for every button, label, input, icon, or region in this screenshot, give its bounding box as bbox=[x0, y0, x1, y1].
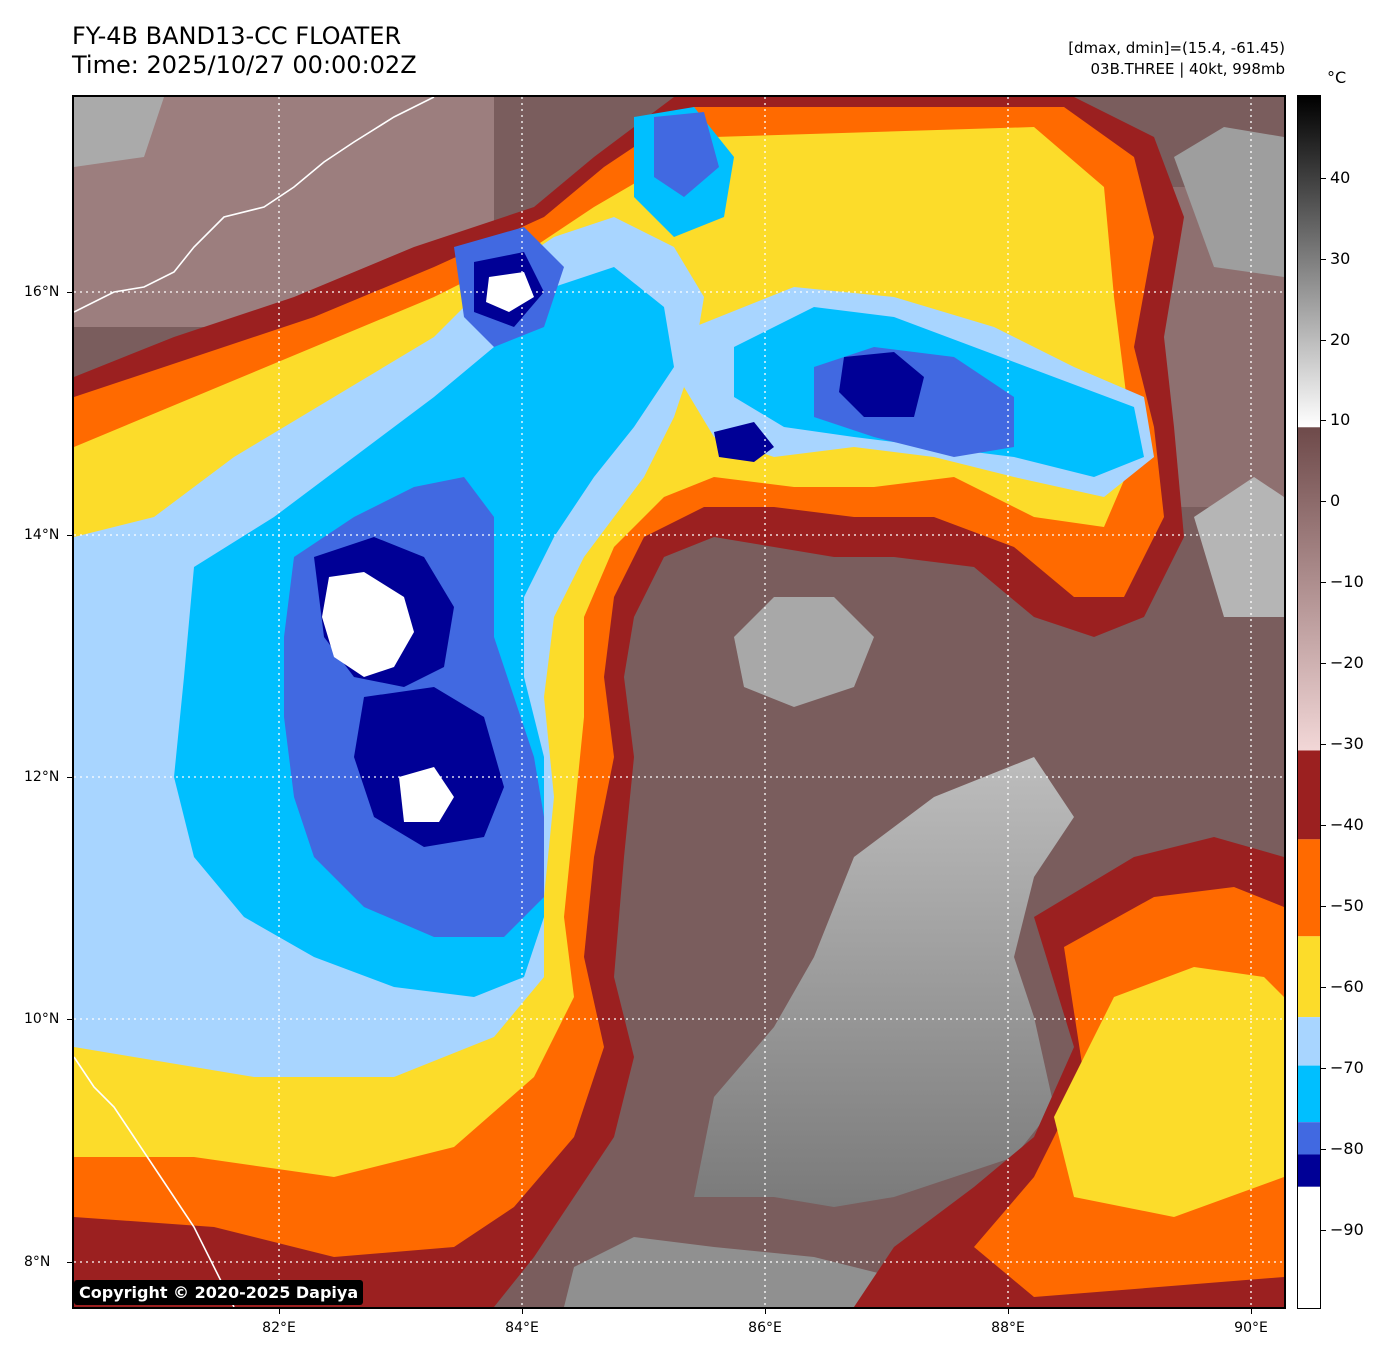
cb-tickmark bbox=[1321, 1068, 1326, 1069]
cb-tickmark bbox=[1321, 825, 1326, 826]
cloud-royal-blue-top bbox=[654, 112, 719, 197]
colorbar-segment bbox=[1298, 96, 1320, 428]
lat-label: 14°N bbox=[24, 527, 60, 543]
cb-tick-label: −40 bbox=[1330, 815, 1364, 834]
cb-tickmark bbox=[1321, 501, 1326, 502]
lon-label: 88°E bbox=[991, 1320, 1025, 1336]
cb-tickmark bbox=[1321, 906, 1326, 907]
cb-tickmark bbox=[1321, 1149, 1326, 1150]
cb-tick-label: 30 bbox=[1330, 249, 1351, 268]
colorbar-segment bbox=[1298, 427, 1320, 751]
cb-tickmark bbox=[1321, 259, 1326, 260]
colorbar-segment bbox=[1298, 1065, 1320, 1123]
colorbar-segment bbox=[1298, 936, 1320, 1018]
colorbar-segment bbox=[1298, 1154, 1320, 1187]
cb-tick-label: 20 bbox=[1330, 330, 1351, 349]
lon-tick bbox=[765, 1309, 766, 1314]
timestamp-title: Time: 2025/10/27 00:00:02Z bbox=[72, 51, 417, 79]
cb-tickmark bbox=[1321, 987, 1326, 988]
lon-tick bbox=[279, 1309, 280, 1314]
clear-sky-center bbox=[734, 597, 874, 707]
colorbar-segment bbox=[1298, 1017, 1320, 1066]
cb-tickmark bbox=[1321, 420, 1326, 421]
colorbar-segment bbox=[1298, 750, 1320, 840]
cb-tickmark bbox=[1321, 1230, 1326, 1231]
lat-label: 10°N bbox=[24, 1011, 60, 1027]
clear-sky-ne bbox=[1174, 127, 1284, 277]
lat-tick bbox=[67, 777, 72, 778]
cb-tick-label: −90 bbox=[1330, 1220, 1364, 1239]
lon-label: 86°E bbox=[748, 1320, 782, 1336]
clear-sky-nw bbox=[74, 97, 164, 167]
cb-tickmark bbox=[1321, 340, 1326, 341]
coastline-south bbox=[74, 1056, 235, 1307]
dmax-dmin-info: [dmax, dmin]=(15.4, -61.45) bbox=[1068, 39, 1285, 57]
colorbar-segment bbox=[1298, 839, 1320, 937]
lat-label: 8°N bbox=[24, 1254, 51, 1270]
clear-sky-bottom bbox=[564, 1237, 894, 1307]
lon-tick bbox=[1251, 1309, 1252, 1314]
cloud-white-core1 bbox=[322, 572, 414, 677]
cloud-navy-mid bbox=[714, 422, 774, 462]
lon-label: 84°E bbox=[505, 1320, 539, 1336]
cb-tick-label: −60 bbox=[1330, 977, 1364, 996]
cb-tick-label: −10 bbox=[1330, 572, 1364, 591]
cb-tick-label: −30 bbox=[1330, 734, 1364, 753]
copyright-label: Copyright © 2020-2025 Dapiya bbox=[74, 1280, 364, 1305]
lat-tick bbox=[67, 1262, 72, 1263]
lat-tick bbox=[67, 292, 72, 293]
graticule bbox=[74, 97, 1284, 1307]
cb-tick-label: −80 bbox=[1330, 1139, 1364, 1158]
lat-label: 16°N bbox=[24, 284, 60, 300]
cloud-white-core2 bbox=[399, 767, 454, 822]
lon-label: 82°E bbox=[262, 1320, 296, 1336]
cb-tick-label: 40 bbox=[1330, 168, 1351, 187]
cb-tick-label: −50 bbox=[1330, 896, 1364, 915]
cb-tickmark bbox=[1321, 663, 1326, 664]
lat-tick bbox=[67, 535, 72, 536]
satellite-imagery bbox=[74, 97, 1284, 1307]
coastline-north bbox=[74, 97, 435, 313]
lat-tick bbox=[67, 1019, 72, 1020]
cb-tick-label: −70 bbox=[1330, 1058, 1364, 1077]
cloud-yellow-se bbox=[1054, 967, 1284, 1217]
lon-label: 90°E bbox=[1234, 1320, 1268, 1336]
cb-tickmark bbox=[1321, 744, 1326, 745]
lat-label: 12°N bbox=[24, 769, 60, 785]
lon-tick bbox=[1008, 1309, 1009, 1314]
storm-info: 03B.THREE | 40kt, 998mb bbox=[1090, 60, 1285, 78]
cb-tick-label: 10 bbox=[1330, 410, 1351, 429]
satellite-map bbox=[72, 95, 1286, 1309]
clear-sky-south bbox=[694, 757, 1074, 1207]
colorbar-scale bbox=[1298, 96, 1320, 1308]
cb-tick-label: −20 bbox=[1330, 653, 1364, 672]
cloud-navy-east bbox=[839, 352, 924, 417]
cloud-navy-core2 bbox=[354, 687, 504, 847]
colorbar-segment bbox=[1298, 1122, 1320, 1155]
clear-sky-east bbox=[1194, 477, 1284, 617]
colorbar bbox=[1297, 95, 1321, 1309]
cb-tickmark bbox=[1321, 178, 1326, 179]
cb-tickmark bbox=[1321, 582, 1326, 583]
chart-title: FY-4B BAND13-CC FLOATER bbox=[72, 22, 402, 50]
colorbar-unit: °C bbox=[1327, 68, 1347, 87]
lon-tick bbox=[522, 1309, 523, 1314]
cb-tick-label: 0 bbox=[1330, 491, 1341, 510]
colorbar-segment bbox=[1298, 1186, 1320, 1308]
